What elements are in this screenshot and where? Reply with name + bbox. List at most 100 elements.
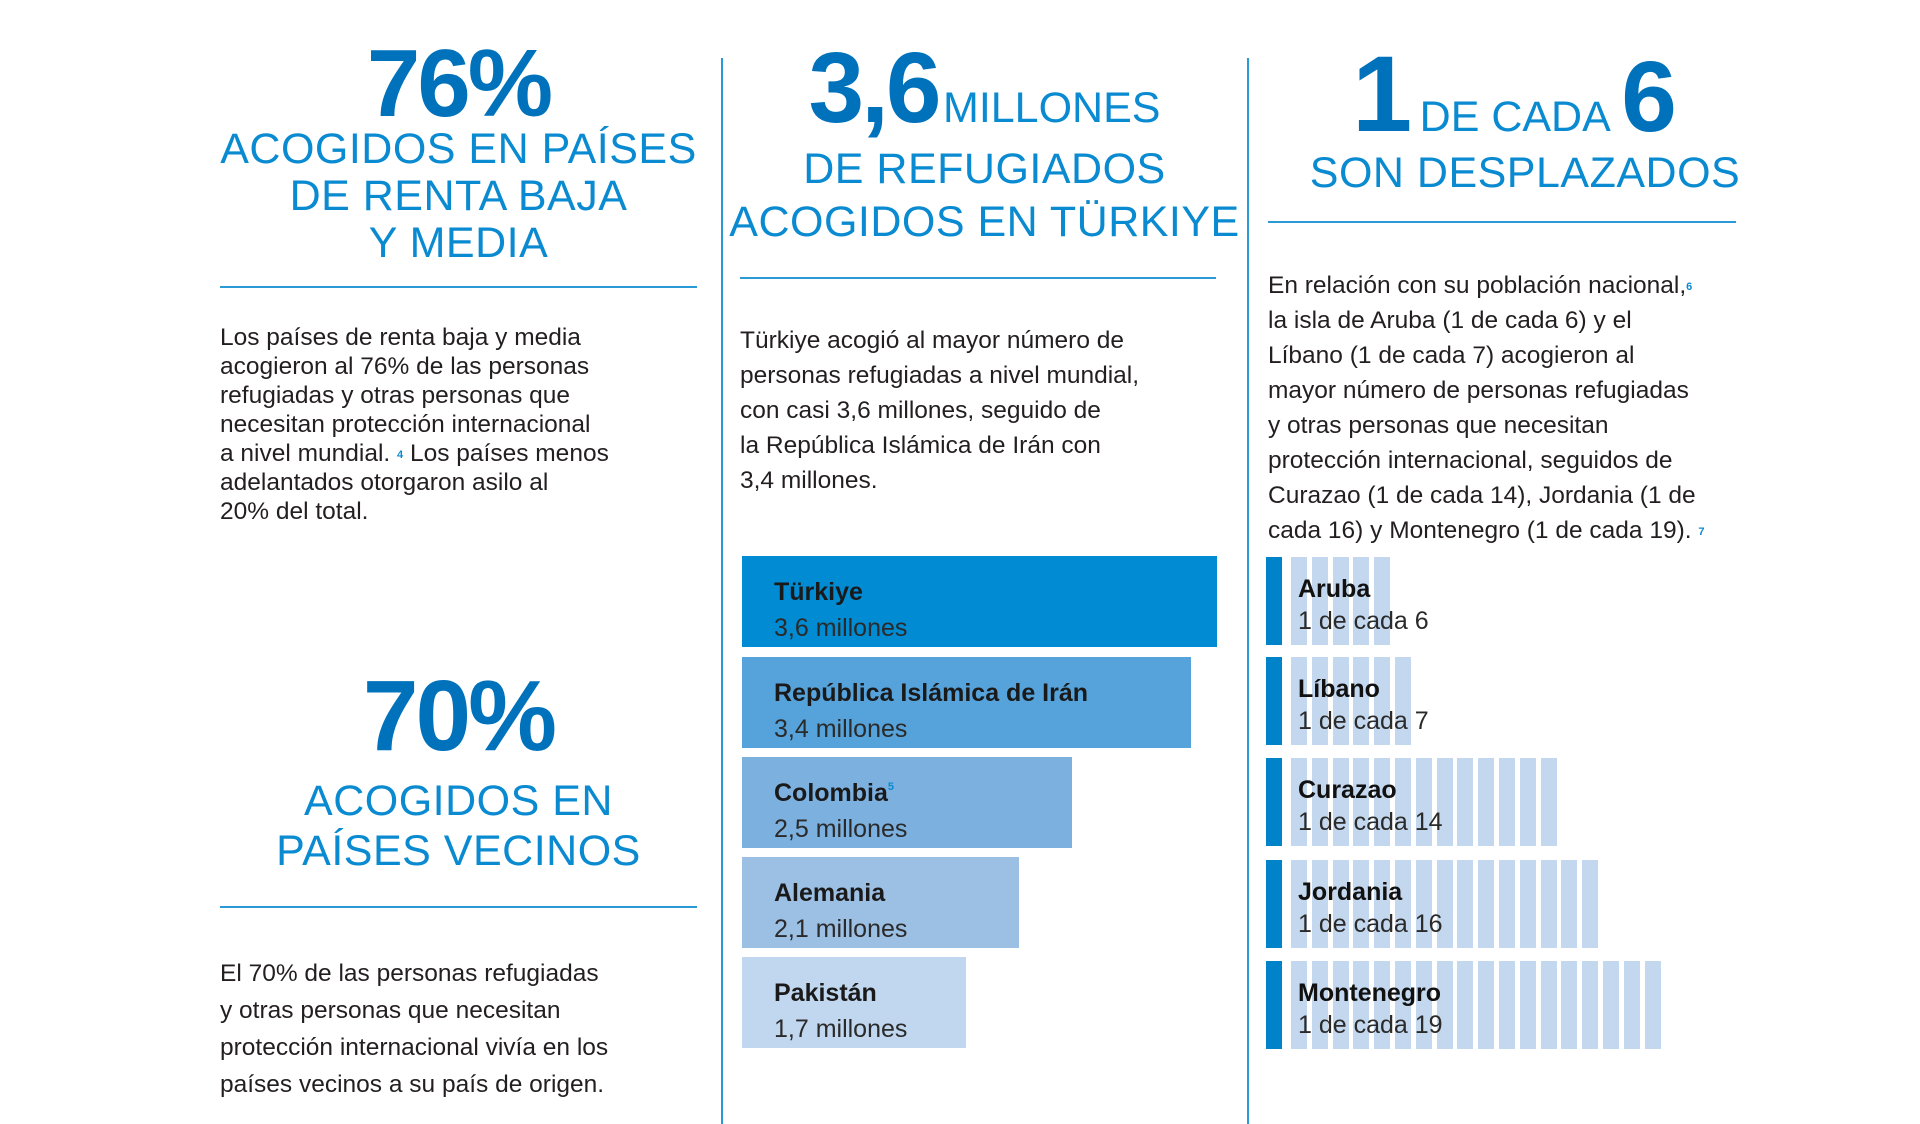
- turkiye-number: 3,6: [808, 32, 942, 144]
- text-line: con casi 3,6 millones, seguido de: [740, 397, 1101, 424]
- text-line: 3,4 millones.: [740, 467, 878, 494]
- section-rule: [220, 906, 697, 908]
- person-mark: [1395, 961, 1411, 1049]
- ratio-heading: SON DESPLAZADOS: [1309, 149, 1741, 197]
- person-mark: [1519, 860, 1536, 948]
- person-displaced-mark: [1266, 860, 1282, 948]
- person-mark: [1353, 557, 1370, 645]
- ratio-paragraph: En relación con su población nacional,6 …: [1268, 268, 1705, 548]
- text-line: adelantados otorgaron asilo al: [220, 469, 549, 496]
- heading-line: Y MEDIA: [368, 219, 549, 267]
- person-mark: [1644, 961, 1661, 1049]
- turkiye-heading: DE REFUGIADOS ACOGIDOS EN TÜRKIYE: [722, 143, 1247, 249]
- person-mark: [1478, 758, 1495, 846]
- person-mark: [1623, 961, 1640, 1049]
- text-line: y otras personas que necesitan: [1268, 412, 1609, 439]
- bar-2: Colombia5 2,5 millones: [742, 757, 1072, 848]
- ratio-value: 1 de cada 16: [1298, 910, 1443, 938]
- stat-76-number: 76%: [366, 30, 553, 137]
- person-mark: [1415, 758, 1432, 846]
- text-line: cada 16) y Montenegro (1 de cada 19). 7: [1268, 513, 1705, 548]
- heading-line: ACOGIDOS EN: [304, 777, 613, 825]
- column-divider: [1247, 58, 1249, 1124]
- person-mark: [1374, 758, 1391, 846]
- person-mark: [1540, 860, 1557, 948]
- text-line: Türkiye acogió al mayor número de: [740, 327, 1125, 354]
- text-line: Los países de renta baja y media: [220, 324, 581, 351]
- person-mark: [1374, 961, 1391, 1049]
- person-mark: [1436, 860, 1453, 948]
- ratio-row-1: Líbano 1 de cada 7: [1266, 657, 1746, 745]
- person-mark: [1332, 860, 1349, 948]
- person-mark: [1603, 961, 1619, 1049]
- text-line: la isla de Aruba (1 de cada 6) y el: [1268, 307, 1632, 334]
- text-line: En relación con su población nacional,6: [1268, 268, 1705, 303]
- ratio-middle: DE CADA: [1419, 93, 1611, 141]
- text-line: protección internacional vivía en los: [220, 1034, 609, 1061]
- text-span: a nivel mundial.: [220, 440, 391, 467]
- person-mark: [1457, 860, 1474, 948]
- heading-line: ACOGIDOS EN PAÍSES: [220, 125, 697, 173]
- person-mark: [1311, 657, 1328, 745]
- heading-line: ACOGIDOS EN TÜRKIYE: [729, 198, 1240, 246]
- footnote-ref[interactable]: 5: [887, 781, 895, 793]
- column-divider: [721, 58, 723, 1124]
- bar-value: 1,7 millones: [774, 1015, 908, 1043]
- text-span: Los países menos: [403, 440, 609, 467]
- turkiye-unit: MILLONES: [943, 84, 1161, 132]
- person-mark: [1332, 657, 1349, 745]
- person-mark: [1415, 860, 1432, 948]
- person-mark: [1415, 961, 1432, 1049]
- person-mark: [1519, 961, 1536, 1049]
- person-mark: [1582, 961, 1599, 1049]
- bar-label: Colombia5: [774, 779, 894, 808]
- heading-line: PAÍSES VECINOS: [276, 827, 641, 875]
- person-mark: [1374, 657, 1391, 745]
- person-mark: [1374, 557, 1391, 645]
- person-mark: [1332, 557, 1349, 645]
- person-mark: [1353, 758, 1370, 846]
- person-mark: [1311, 860, 1328, 948]
- person-mark: [1332, 961, 1349, 1049]
- ratio-number-a: 1: [1352, 33, 1412, 154]
- person-mark: [1311, 961, 1328, 1049]
- person-mark: [1353, 860, 1370, 948]
- person-mark: [1457, 961, 1474, 1049]
- ratio-row-3: Jordania 1 de cada 16: [1266, 860, 1746, 948]
- person-mark: [1436, 961, 1453, 1049]
- text-span: cada 16) y Montenegro (1 de cada 19).: [1268, 517, 1692, 544]
- person-mark: [1519, 758, 1536, 846]
- footnote-ref[interactable]: 7: [1698, 526, 1705, 538]
- person-mark: [1478, 860, 1495, 948]
- bar-3: Alemania 2,1 millones: [742, 857, 1019, 948]
- bar-0: Türkiye 3,6 millones: [742, 556, 1217, 647]
- ratio-label: Líbano: [1298, 675, 1380, 703]
- text-line: 20% del total.: [220, 498, 369, 525]
- bar-label: República Islámica de Irán: [774, 679, 1089, 707]
- stat-70-heading: ACOGIDOS EN PAÍSES VECINOS: [210, 776, 707, 876]
- text-line: la República Islámica de Irán con: [740, 432, 1101, 459]
- footnote-ref[interactable]: 4: [397, 449, 404, 461]
- heading-line: DE REFUGIADOS: [803, 145, 1166, 193]
- stat-76-heading: ACOGIDOS EN PAÍSES DE RENTA BAJA Y MEDIA: [210, 126, 707, 267]
- bar-1: República Islámica de Irán 3,4 millones: [742, 657, 1191, 748]
- person-mark: [1457, 758, 1474, 846]
- person-mark: [1291, 860, 1307, 948]
- turkiye-paragraph: Türkiye acogió al mayor número de person…: [740, 323, 1139, 498]
- person-mark: [1353, 961, 1370, 1049]
- ratio-value: 1 de cada 6: [1298, 607, 1429, 635]
- person-mark: [1436, 758, 1453, 846]
- person-mark: [1353, 657, 1370, 745]
- stat-70-number: 70%: [362, 660, 557, 772]
- text-line: necesitan protección internacional: [220, 411, 591, 438]
- ratio-row-2: Curazao 1 de cada 14: [1266, 758, 1746, 846]
- person-mark: [1540, 961, 1557, 1049]
- ratio-headline: 1 DE CADA 6: [1248, 40, 1778, 148]
- ratio-row-0: Aruba 1 de cada 6: [1266, 557, 1746, 645]
- person-mark: [1478, 961, 1495, 1049]
- person-mark: [1561, 860, 1578, 948]
- footnote-ref[interactable]: 6: [1686, 281, 1693, 293]
- person-mark: [1561, 961, 1578, 1049]
- text-span: En relación con su población nacional,: [1268, 272, 1687, 299]
- bar-label: Alemania: [774, 879, 886, 907]
